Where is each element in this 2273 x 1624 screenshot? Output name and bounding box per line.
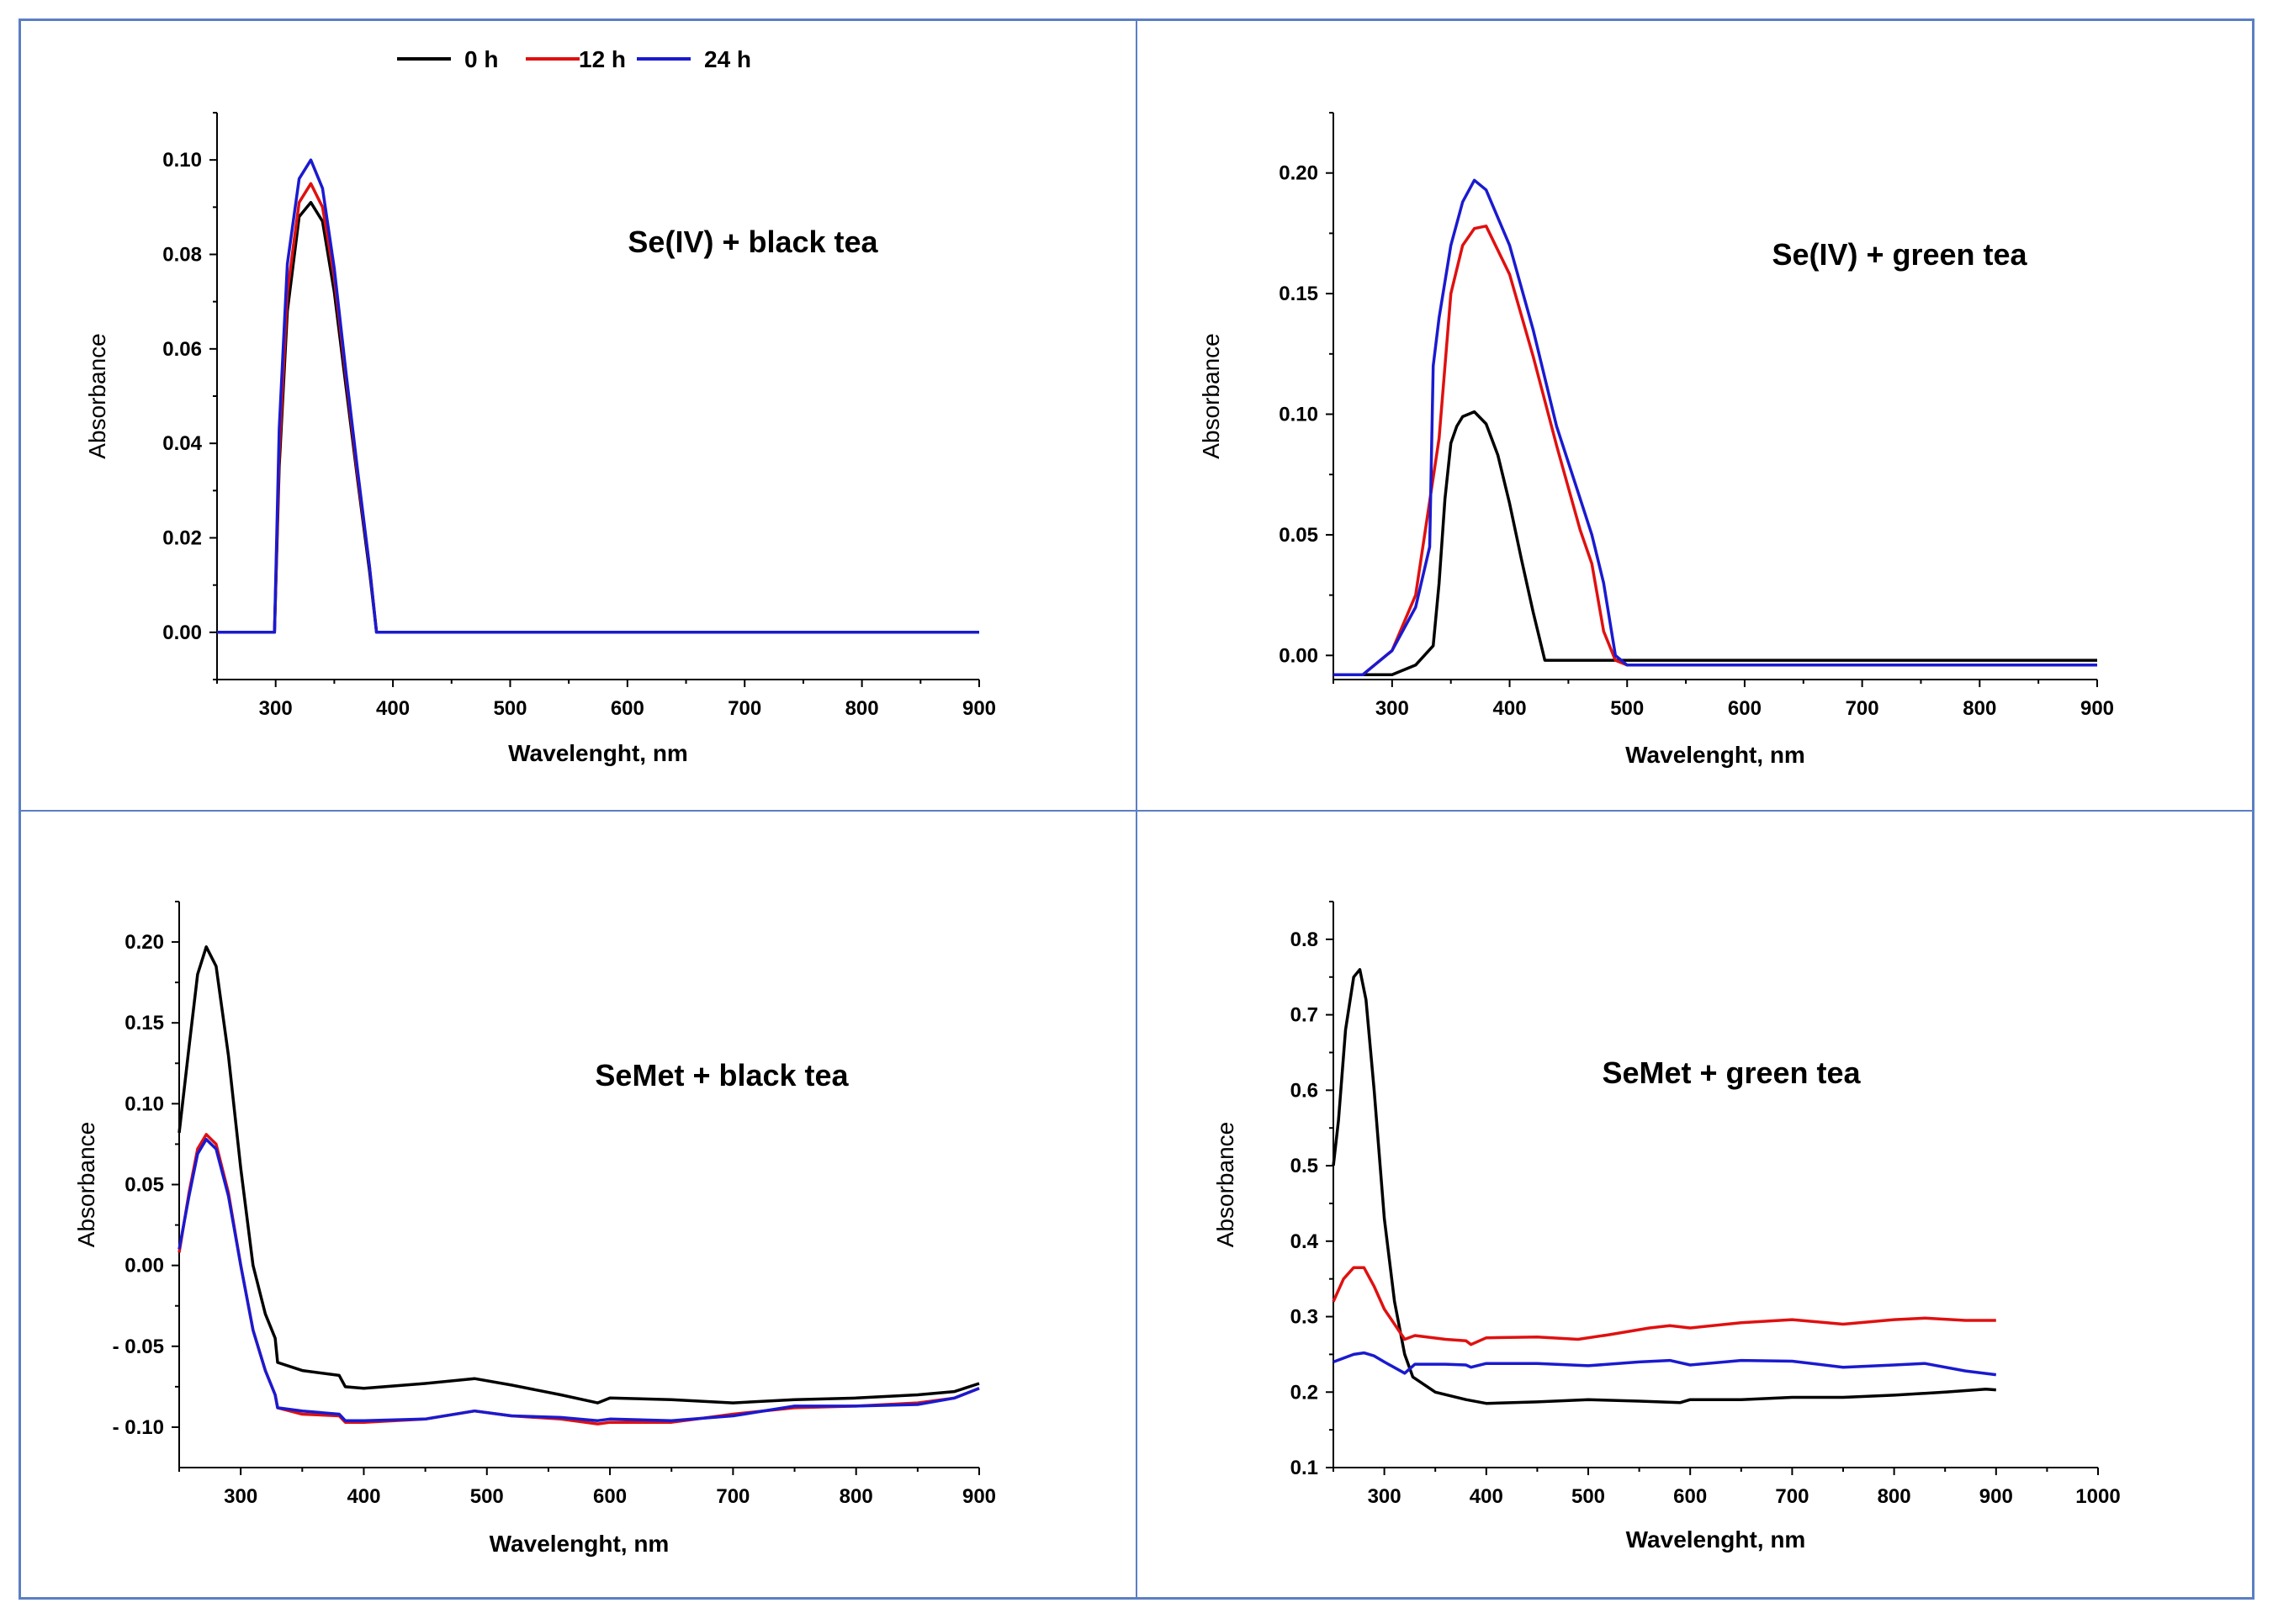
y-axis-title: Absorbance <box>73 1122 99 1247</box>
y-tick-label: 0.1 <box>1290 1457 1318 1479</box>
x-tick-label: 500 <box>1610 697 1644 720</box>
figure-grid <box>19 19 2254 1600</box>
y-tick-label: 0.3 <box>1290 1306 1318 1329</box>
y-tick-label: 0.10 <box>125 1092 164 1115</box>
x-tick-label: 400 <box>376 697 410 720</box>
y-tick-label: 0.02 <box>162 527 202 550</box>
y-tick-label: 0.5 <box>1290 1155 1318 1177</box>
y-tick-label: 0.10 <box>162 149 202 172</box>
x-tick-label: 800 <box>1878 1485 1911 1508</box>
series-line-24-h <box>217 158 979 634</box>
x-tick-label: 600 <box>1728 697 1762 720</box>
x-axis-title: Wavelenght, nm <box>490 1531 670 1557</box>
legend: 0 h 12 h 24 h <box>397 46 751 72</box>
x-tick-label: 600 <box>593 1485 627 1508</box>
x-tick-label: 800 <box>1963 697 1996 720</box>
x-tick-label: 900 <box>962 1485 996 1508</box>
chart-title: SeMet + green tea <box>1602 1055 1861 1090</box>
x-tick-label: 600 <box>611 697 644 720</box>
y-axis-title: Absorbance <box>1198 333 1224 458</box>
y-axis-title: Absorbance <box>84 333 110 458</box>
panel-divider-horizontal <box>21 810 2252 812</box>
legend-label-12-h: 12 h <box>579 46 626 72</box>
x-tick-label: 900 <box>1979 1485 2013 1508</box>
x-tick-label: 1000 <box>2075 1485 2120 1508</box>
y-tick-label: 0.00 <box>1279 644 1318 667</box>
x-tick-label: 700 <box>1775 1485 1809 1508</box>
x-tick-label: 800 <box>845 697 879 720</box>
y-tick-label: - 0.05 <box>113 1336 164 1358</box>
x-tick-label: 300 <box>259 697 293 720</box>
chart-semet-black-tea: 300 400 500 600 700 800 900 - 0.10 - 0.05 0.00 0.0… <box>73 901 996 1557</box>
legend-label-0-h: 0 h <box>464 46 498 72</box>
y-tick-label: 0.20 <box>1279 162 1318 185</box>
y-tick-label: 0.6 <box>1290 1079 1318 1102</box>
series-line-0-h <box>1333 410 2097 677</box>
chart-semet-green-tea: 300 400 500 600 700 800 900 1000 0.1 0.2 0.3 0.4 0.5… <box>1212 901 2121 1553</box>
y-tick-label: 0.05 <box>125 1174 164 1197</box>
chart-title: Se(IV) + green tea <box>1772 237 2027 272</box>
series-line-12-h <box>177 1133 980 1426</box>
chart-title: SeMet + black tea <box>595 1058 849 1092</box>
series-line-24-h <box>1333 178 2097 677</box>
y-tick-label: - 0.10 <box>113 1416 164 1439</box>
y-tick-label: 0.10 <box>1279 404 1318 426</box>
x-tick-label: 800 <box>840 1485 873 1508</box>
x-tick-label: 500 <box>493 697 527 720</box>
y-tick-label: 0.04 <box>162 432 202 455</box>
y-tick-label: 0.08 <box>162 244 202 267</box>
series-line-12-h <box>1332 1266 1996 1346</box>
x-tick-label: 700 <box>728 697 761 720</box>
y-tick-label: 0.00 <box>162 622 202 644</box>
x-axis-title: Wavelenght, nm <box>1626 1526 1806 1553</box>
series-line-0-h <box>1332 968 1996 1405</box>
panel-divider-vertical <box>1136 21 1137 1597</box>
y-tick-label: 0.05 <box>1279 524 1318 547</box>
x-tick-label: 600 <box>1673 1485 1707 1508</box>
x-tick-label: 700 <box>1846 697 1879 720</box>
x-tick-label: 300 <box>224 1485 257 1508</box>
y-tick-label: 0.15 <box>125 1012 164 1034</box>
x-tick-label: 700 <box>716 1485 750 1508</box>
y-tick-label: 0.06 <box>162 338 202 361</box>
chart-se-iv-green-tea: 300 400 500 600 700 800 900 0.00 0.05 0.10 0.15 0.2… <box>1198 112 2114 768</box>
series-line-12-h <box>1333 225 2097 677</box>
y-tick-label: 0.8 <box>1290 928 1318 951</box>
chart-se-iv-black-tea: 300 400 500 600 700 800 900 0.00 0.02 0.04 0.06 0.0… <box>84 112 996 766</box>
y-tick-label: 0.4 <box>1290 1230 1319 1253</box>
series-line-24-h <box>1333 1351 1997 1377</box>
x-tick-label: 500 <box>470 1485 504 1508</box>
x-tick-label: 400 <box>347 1485 380 1508</box>
y-tick-label: 0.00 <box>125 1255 164 1278</box>
y-tick-label: 0.20 <box>125 931 164 954</box>
x-tick-label: 500 <box>1571 1485 1605 1508</box>
x-tick-label: 400 <box>1470 1485 1503 1508</box>
chart-title: Se(IV) + black tea <box>628 225 878 259</box>
legend-label-24-h: 24 h <box>704 46 751 72</box>
x-tick-label: 900 <box>2080 697 2114 720</box>
x-tick-label: 300 <box>1368 1485 1401 1508</box>
y-axis-title: Absorbance <box>1212 1122 1238 1247</box>
y-tick-label: 0.7 <box>1290 1004 1318 1027</box>
x-axis-title: Wavelenght, nm <box>1625 742 1805 768</box>
y-tick-label: 0.15 <box>1279 283 1318 305</box>
x-tick-label: 900 <box>962 697 996 720</box>
x-tick-label: 300 <box>1375 697 1409 720</box>
x-axis-title: Wavelenght, nm <box>508 740 688 766</box>
y-tick-label: 0.2 <box>1290 1381 1318 1404</box>
x-tick-label: 400 <box>1493 697 1527 720</box>
series-line-24-h <box>177 1137 980 1422</box>
series-line-0-h <box>177 945 980 1404</box>
